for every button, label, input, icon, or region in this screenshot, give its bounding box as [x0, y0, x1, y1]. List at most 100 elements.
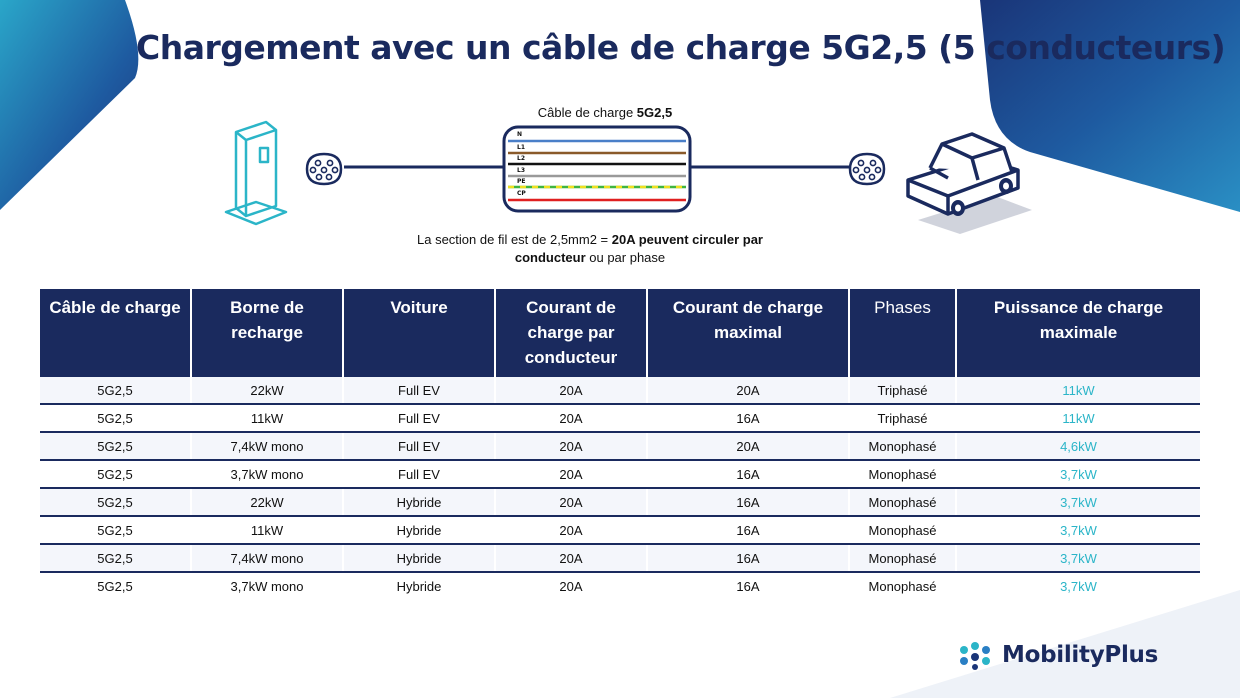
wire-label-n: N: [517, 131, 523, 138]
cell-phases: Monophasé: [848, 460, 956, 489]
cell-max-power: 11kW: [955, 377, 1200, 405]
wire-label-pe: PE: [517, 178, 526, 185]
table-row: 5G2,5 22kW Hybride 20A 16A Monophasé 3,7…: [40, 488, 1200, 517]
cell-phases: Triphasé: [848, 377, 956, 405]
cell-station: 3,7kW mono: [190, 460, 343, 489]
cell-cable: 5G2,5: [40, 377, 191, 405]
cell-phases: Monophasé: [848, 572, 956, 599]
cell-max-current: 16A: [646, 488, 849, 517]
cell-current-per-conductor: 20A: [494, 460, 647, 489]
cell-car: Hybride: [342, 544, 495, 573]
cell-cable: 5G2,5: [40, 572, 191, 599]
cable-line-right: [690, 165, 850, 169]
cable-line-left: [344, 165, 504, 169]
cell-car: Full EV: [342, 432, 495, 461]
cell-cable: 5G2,5: [40, 404, 191, 433]
right-plug-icon: [848, 152, 886, 186]
cell-phases: Triphasé: [848, 404, 956, 433]
car-icon: [906, 132, 1032, 234]
cell-max-power: 3,7kW: [955, 516, 1200, 545]
cell-station: 7,4kW mono: [190, 544, 343, 573]
cell-station: 3,7kW mono: [190, 572, 343, 599]
cell-max-current: 20A: [646, 377, 849, 405]
table-row: 5G2,5 3,7kW mono Full EV 20A 16A Monopha…: [40, 460, 1200, 489]
wire-label-l2: L2: [517, 155, 525, 162]
cell-car: Full EV: [342, 377, 495, 405]
cell-station: 7,4kW mono: [190, 432, 343, 461]
cable-cross-section: [502, 125, 692, 213]
table-row: 5G2,5 11kW Hybride 20A 16A Monophasé 3,7…: [40, 516, 1200, 545]
table-row: 5G2,5 3,7kW mono Hybride 20A 16A Monopha…: [40, 572, 1200, 599]
cell-car: Full EV: [342, 460, 495, 489]
charging-station-icon: [224, 120, 288, 226]
table-row: 5G2,5 7,4kW mono Full EV 20A 20A Monopha…: [40, 432, 1200, 461]
wire-label-l1: L1: [517, 144, 525, 151]
logo-dots-icon: [960, 642, 990, 670]
cell-current-per-conductor: 20A: [494, 377, 647, 405]
cell-cable: 5G2,5: [40, 460, 191, 489]
mobilityplus-logo: MobilityPlus: [958, 640, 1158, 670]
cell-max-current: 16A: [646, 572, 849, 599]
cell-cable: 5G2,5: [40, 488, 191, 517]
header-max-power: Puissance de charge maximale: [955, 289, 1200, 377]
table-row: 5G2,5 7,4kW mono Hybride 20A 16A Monopha…: [40, 544, 1200, 573]
cell-station: 22kW: [190, 488, 343, 517]
header-station: Borne de recharge: [190, 289, 343, 377]
header-phases: Phases: [848, 289, 956, 377]
cell-max-current: 16A: [646, 544, 849, 573]
cable-caption: Câble de charge 5G2,5: [470, 105, 740, 120]
cell-car: Hybride: [342, 516, 495, 545]
cell-max-power: 3,7kW: [955, 544, 1200, 573]
cell-current-per-conductor: 20A: [494, 404, 647, 433]
header-max-current: Courant de charge maximal: [646, 289, 849, 377]
cable-caption-type: 5G2,5: [636, 105, 673, 120]
wire-section-note: La section de fil est de 2,5mm2 = 20A pe…: [395, 231, 785, 267]
note-bold-1: 20A peuvent circuler par: [611, 232, 763, 247]
top-right-decoration: [980, 0, 1240, 212]
logo-text: MobilityPlus: [1002, 642, 1158, 668]
cell-current-per-conductor: 20A: [494, 572, 647, 599]
note-suffix: ou par phase: [585, 250, 666, 265]
cell-max-power: 3,7kW: [955, 488, 1200, 517]
note-prefix: La section de fil est de 2,5mm2 =: [417, 232, 612, 247]
cell-max-power: 3,7kW: [955, 460, 1200, 489]
note-bold-2: conducteur: [514, 250, 586, 265]
wire-label-l3: L3: [517, 167, 525, 174]
cell-current-per-conductor: 20A: [494, 544, 647, 573]
table-row: 5G2,5 22kW Full EV 20A 20A Triphasé 11kW: [40, 377, 1200, 405]
cell-car: Full EV: [342, 404, 495, 433]
wire-label-cp: CP: [517, 190, 526, 197]
cell-phases: Monophasé: [848, 516, 956, 545]
cell-car: Hybride: [342, 488, 495, 517]
cell-cable: 5G2,5: [40, 516, 191, 545]
table-row: 5G2,5 11kW Full EV 20A 16A Triphasé 11kW: [40, 404, 1200, 433]
top-left-decoration: [0, 0, 139, 210]
cell-station: 11kW: [190, 404, 343, 433]
cell-max-current: 16A: [646, 404, 849, 433]
cell-max-current: 20A: [646, 432, 849, 461]
cell-phases: Monophasé: [848, 544, 956, 573]
cell-max-current: 16A: [646, 460, 849, 489]
header-current-per-conductor: Courant de charge par conducteur: [494, 289, 647, 377]
page-title: Chargement avec un câble de charge 5G2,5…: [136, 28, 1226, 67]
cell-station: 22kW: [190, 377, 343, 405]
cell-cable: 5G2,5: [40, 432, 191, 461]
cell-current-per-conductor: 20A: [494, 432, 647, 461]
cell-max-power: 11kW: [955, 404, 1200, 433]
cell-max-current: 16A: [646, 516, 849, 545]
cell-current-per-conductor: 20A: [494, 488, 647, 517]
cell-max-power: 4,6kW: [955, 432, 1200, 461]
header-cable: Câble de charge: [40, 289, 191, 377]
cell-cable: 5G2,5: [40, 544, 191, 573]
cell-station: 11kW: [190, 516, 343, 545]
cell-max-power: 3,7kW: [955, 572, 1200, 599]
table-header-row: Câble de charge Borne de recharge Voitur…: [40, 289, 1200, 377]
charging-table: Câble de charge Borne de recharge Voitur…: [40, 289, 1200, 599]
cell-phases: Monophasé: [848, 432, 956, 461]
cable-caption-prefix: Câble de charge: [537, 105, 637, 120]
cell-current-per-conductor: 20A: [494, 516, 647, 545]
cell-phases: Monophasé: [848, 488, 956, 517]
bottom-right-decoration: [890, 590, 1240, 698]
cell-car: Hybride: [342, 572, 495, 599]
left-plug-icon: [305, 152, 343, 186]
